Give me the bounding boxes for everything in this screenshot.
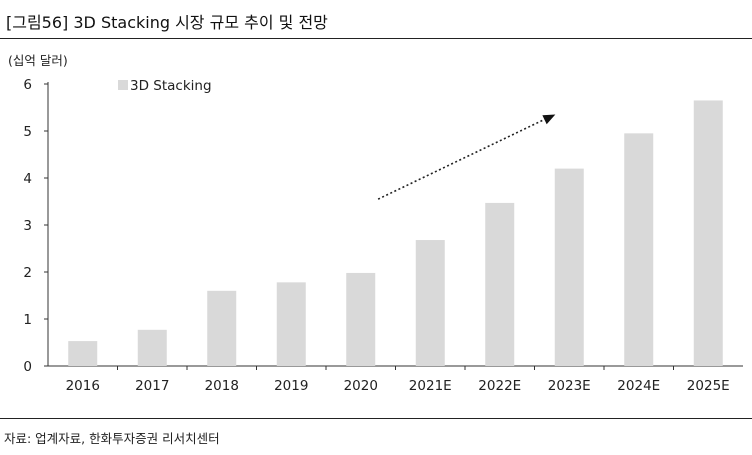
title-divider xyxy=(0,38,752,39)
trend-line xyxy=(377,117,548,200)
x-tick-label: 2019 xyxy=(274,378,308,394)
unit-label: (십억 달러) xyxy=(8,53,68,68)
bar-2019 xyxy=(276,282,306,366)
legend: 3D Stacking xyxy=(118,78,212,94)
source-note: 자료: 업계자료, 한화투자증권 리서치센터 xyxy=(4,431,220,446)
page-title: [그림56] 3D Stacking 시장 규모 추이 및 전망 xyxy=(6,13,328,32)
bar-2021E xyxy=(415,240,445,366)
title-bar: [그림56] 3D Stacking 시장 규모 추이 및 전망 xyxy=(0,0,752,40)
y-tick-label: 0 xyxy=(23,359,32,375)
x-tick-label: 2018 xyxy=(205,378,239,394)
y-tick-label: 4 xyxy=(23,171,32,187)
bar-2020 xyxy=(346,272,376,366)
x-tick-label: 2021E xyxy=(409,378,452,394)
x-tick-label: 2025E xyxy=(687,378,730,394)
bar-chart: (십억 달러) 2016 2017 2018 2019 2020 2021E 2022E 20… xyxy=(8,53,743,394)
y-tick-label: 1 xyxy=(23,312,32,328)
legend-label: 3D Stacking xyxy=(130,78,212,94)
bar-2023E xyxy=(554,168,584,366)
y-tick-label: 5 xyxy=(23,124,32,140)
x-tick-label: 2022E xyxy=(478,378,521,394)
bar-series xyxy=(68,100,723,366)
x-tick-label: 2023E xyxy=(548,378,591,394)
x-tick-label: 2016 xyxy=(66,378,100,394)
footer-divider xyxy=(0,418,752,419)
bar-2025E xyxy=(693,100,723,366)
bar-2016 xyxy=(68,341,98,366)
bar-2018 xyxy=(207,290,237,366)
bar-2022E xyxy=(485,202,515,366)
y-axis-ticks: 0 1 2 3 4 5 6 xyxy=(23,77,48,375)
bar-2017 xyxy=(137,329,167,366)
x-tick-label: 2017 xyxy=(135,378,169,394)
bar-2024E xyxy=(624,133,654,366)
y-tick-label: 6 xyxy=(23,77,32,93)
legend-swatch xyxy=(118,80,128,90)
y-tick-label: 2 xyxy=(23,265,32,281)
x-axis-ticks: 2016 2017 2018 2019 2020 2021E 2022E 2023E 2024E… xyxy=(66,366,730,394)
trend-arrowhead xyxy=(542,114,556,125)
x-tick-label: 2020 xyxy=(344,378,378,394)
y-tick-label: 3 xyxy=(23,218,32,234)
trend-arrow xyxy=(377,114,556,200)
x-tick-label: 2024E xyxy=(617,378,660,394)
